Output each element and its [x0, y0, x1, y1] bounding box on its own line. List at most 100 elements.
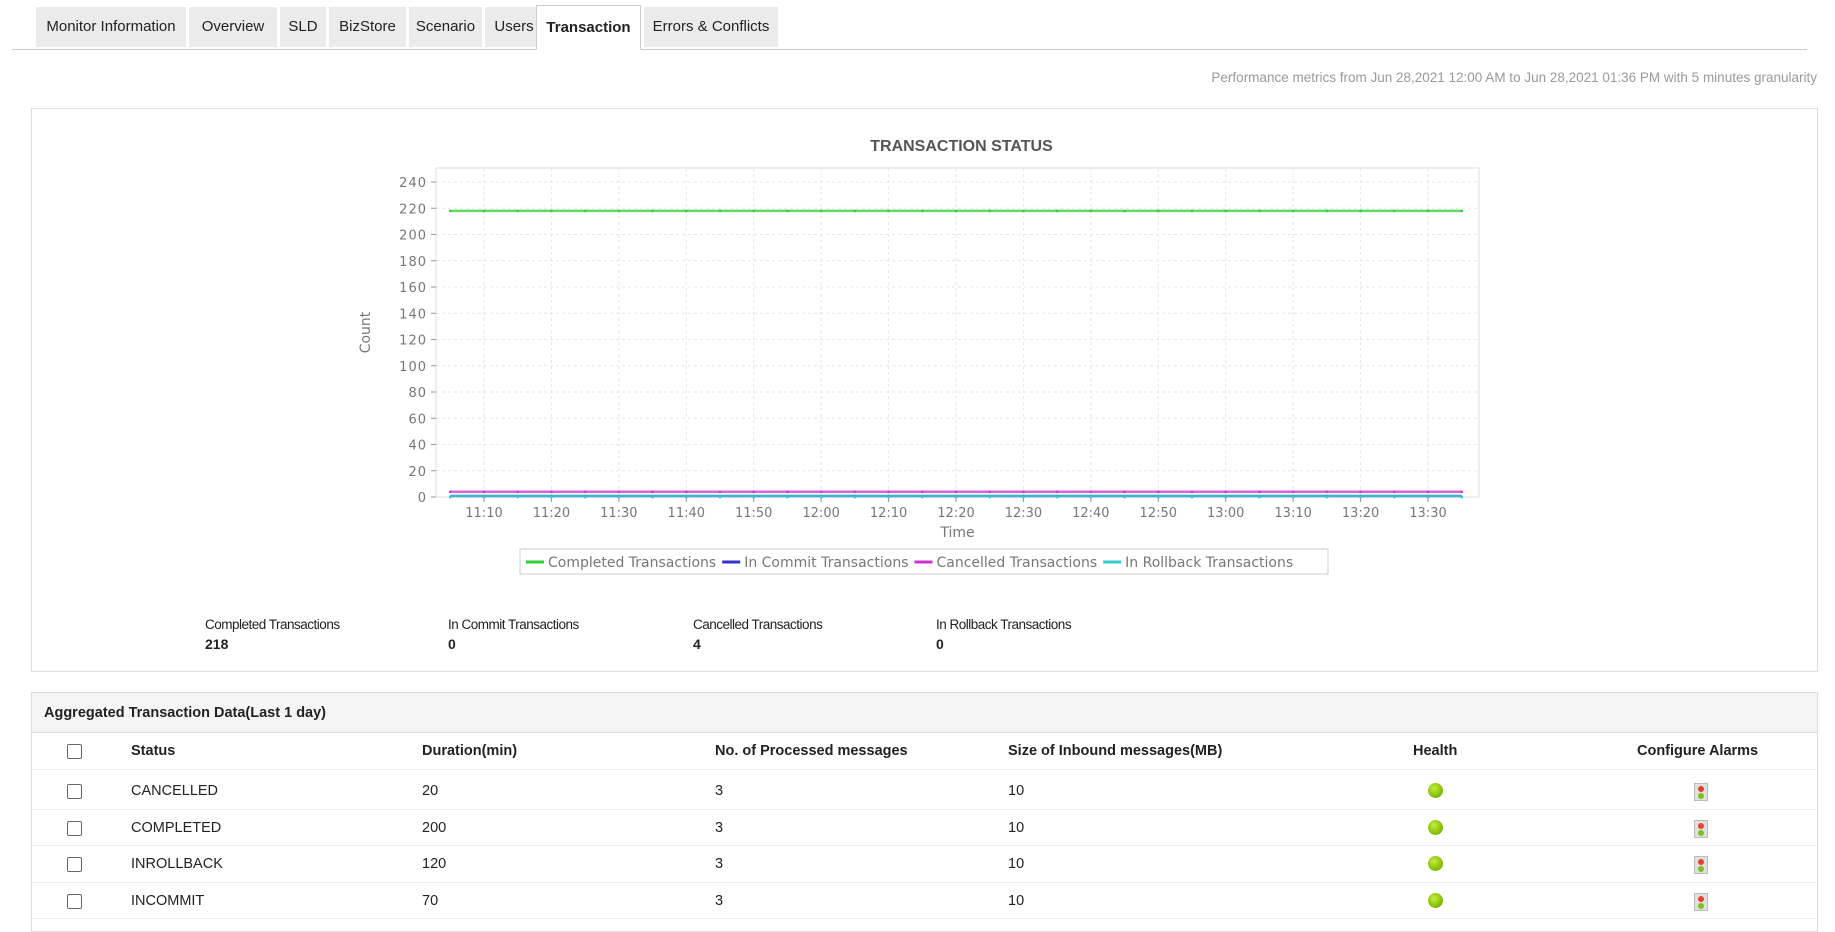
legend-item[interactable]: In Rollback Transactions: [1125, 555, 1293, 571]
data-point: [617, 209, 621, 213]
data-point: [1258, 495, 1261, 499]
data-point: [1258, 490, 1261, 494]
plot-area: [435, 167, 1480, 498]
table-title: Aggregated Transaction Data(Last 1 day): [32, 693, 1817, 733]
cell-status: INCOMMIT: [131, 892, 205, 909]
data-point: [853, 209, 857, 213]
tab-transaction[interactable]: Transaction: [536, 5, 641, 50]
data-point: [482, 209, 486, 213]
data-point: [1055, 495, 1059, 499]
table-header-row: Status Duration(min) No. of Processed me…: [32, 733, 1817, 770]
row-checkbox[interactable]: [67, 784, 82, 799]
y-tick-label: 80: [408, 386, 427, 401]
col-processed[interactable]: No. of Processed messages: [715, 743, 908, 759]
cell-duration: 200: [422, 819, 447, 836]
x-tick-label: 11:10: [465, 506, 502, 521]
summary-cancelled: Cancelled Transactions 4: [693, 617, 823, 652]
tab-errors-conflicts[interactable]: Errors & Conflicts: [644, 7, 778, 47]
data-point: [1224, 209, 1228, 213]
data-point: [583, 490, 587, 494]
data-point: [1055, 490, 1059, 494]
y-tick-label: 60: [408, 412, 427, 427]
tab-bizstore[interactable]: BizStore: [329, 7, 406, 47]
configure-alarm-icon[interactable]: [1694, 783, 1708, 801]
cell-size: 10: [1008, 783, 1025, 799]
x-tick-label: 12:10: [870, 506, 907, 521]
x-tick-label: 11:50: [735, 506, 772, 521]
data-point: [887, 490, 890, 494]
data-point: [786, 495, 789, 499]
data-point: [1392, 209, 1396, 213]
data-point: [1258, 209, 1261, 213]
table-row: INCOMMIT 70 3 10: [32, 883, 1817, 919]
cell-processed: 3: [715, 783, 724, 799]
legend-item[interactable]: Cancelled Transactions: [936, 555, 1097, 571]
data-point: [1460, 495, 1464, 499]
y-tick-label: 240: [399, 176, 427, 191]
row-checkbox[interactable]: [67, 820, 82, 836]
y-axis-label: Count: [358, 311, 374, 353]
data-point: [550, 495, 553, 499]
y-tick-label: 200: [399, 229, 427, 244]
col-configure-alarms: Configure Alarms: [1637, 743, 1759, 759]
legend-item[interactable]: Completed Transactions: [548, 555, 716, 571]
y-tick-label: 120: [399, 334, 427, 349]
table-row: INROLLBACK 120 3 10: [32, 846, 1817, 883]
data-point: [988, 495, 992, 499]
y-tick-label: 40: [408, 439, 427, 454]
configure-alarm-icon[interactable]: [1694, 819, 1708, 838]
tab-users[interactable]: Users: [485, 7, 543, 47]
configure-alarm-icon[interactable]: [1694, 892, 1708, 911]
health-ok-icon: [1428, 819, 1443, 835]
summary-label: In Commit Transactions: [448, 617, 579, 632]
health-ok-icon: [1428, 783, 1443, 798]
data-point: [516, 209, 520, 213]
y-tick-label: 180: [399, 255, 427, 270]
data-point: [1224, 495, 1228, 499]
data-point: [448, 490, 452, 494]
data-point: [1022, 495, 1025, 499]
tab-scenario[interactable]: Scenario: [409, 7, 482, 47]
data-point: [819, 490, 823, 494]
summary-completed: Completed Transactions 218: [205, 617, 340, 652]
data-point: [448, 495, 452, 499]
data-point: [718, 209, 722, 213]
data-point: [819, 209, 823, 213]
tab-sld[interactable]: SLD: [280, 7, 326, 47]
row-checkbox[interactable]: [67, 857, 82, 872]
data-point: [1291, 209, 1295, 213]
chart-legend: Completed Transactions In Commit Transact…: [519, 548, 1329, 575]
data-point: [920, 495, 924, 499]
data-point: [819, 495, 823, 499]
data-point: [448, 209, 452, 213]
data-point: [887, 209, 890, 213]
data-point: [1190, 209, 1194, 213]
x-tick-label: 13:10: [1274, 506, 1311, 521]
x-tick-label: 12:30: [1005, 506, 1042, 521]
data-point: [920, 490, 924, 494]
legend-item[interactable]: In Commit Transactions: [744, 555, 908, 571]
data-point: [1325, 495, 1329, 499]
select-all-checkbox[interactable]: [67, 744, 82, 759]
summary-in-commit: In Commit Transactions 0: [448, 617, 579, 652]
configure-alarm-icon[interactable]: [1694, 856, 1708, 874]
tab-overview[interactable]: Overview: [189, 7, 277, 47]
x-tick-label: 12:20: [937, 506, 974, 521]
data-point: [920, 209, 924, 213]
col-status[interactable]: Status: [131, 743, 176, 759]
data-point: [516, 495, 520, 499]
data-point: [1359, 495, 1362, 499]
cell-size: 10: [1008, 819, 1025, 836]
x-tick-label: 11:40: [668, 506, 705, 521]
data-point: [786, 490, 789, 494]
y-tick-label: 220: [399, 202, 427, 217]
data-point: [1426, 495, 1430, 499]
col-duration[interactable]: Duration(min): [422, 743, 518, 759]
row-checkbox[interactable]: [67, 893, 82, 909]
col-size[interactable]: Size of Inbound messages(MB): [1008, 743, 1223, 759]
tab-monitor-information[interactable]: Monitor Information: [36, 7, 186, 47]
y-tick-label: 140: [399, 307, 427, 322]
series-cancelled-transactions: [448, 490, 1464, 494]
cell-status: CANCELLED: [131, 783, 219, 799]
summary-in-rollback: In Rollback Transactions 0: [936, 617, 1072, 652]
